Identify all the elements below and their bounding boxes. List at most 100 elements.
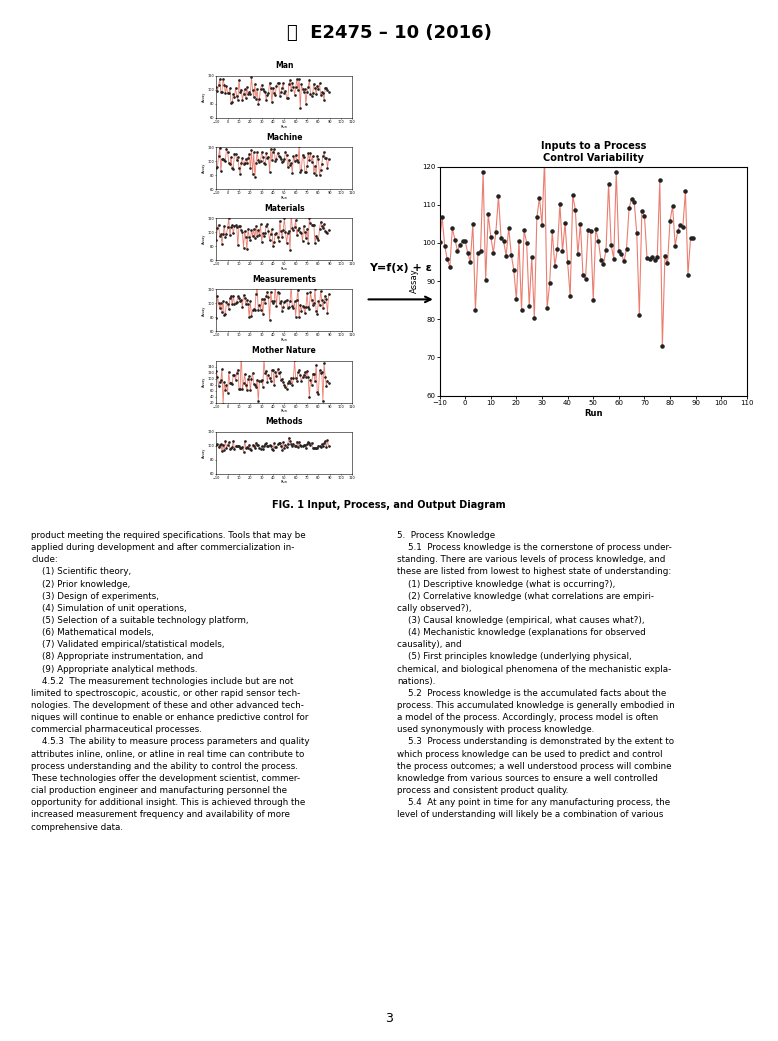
Point: [237, 286, 250, 303]
Point: [265, 221, 278, 237]
Point: [285, 155, 297, 172]
Point: [304, 283, 317, 300]
Text: Mother Nature: Mother Nature: [253, 346, 316, 355]
Point: [299, 363, 311, 380]
Point: [242, 371, 254, 387]
Point: [261, 437, 274, 454]
Point: [223, 301, 235, 318]
Point: [318, 434, 331, 451]
Point: [443, 258, 456, 275]
Point: [513, 232, 525, 249]
Point: [318, 144, 331, 160]
X-axis label: Run: Run: [281, 125, 288, 129]
Point: [674, 217, 686, 233]
Point: [253, 373, 265, 389]
Point: [270, 367, 282, 384]
Point: [267, 144, 279, 160]
Point: [218, 441, 230, 458]
Point: [250, 286, 262, 303]
Point: [250, 218, 262, 234]
Point: [679, 183, 692, 200]
Point: [280, 90, 293, 106]
Point: [294, 224, 307, 240]
Point: [600, 242, 612, 258]
Point: [279, 83, 292, 100]
Point: [258, 438, 270, 455]
Point: [618, 253, 630, 270]
Point: [264, 163, 276, 180]
Point: [277, 374, 289, 390]
Point: [259, 436, 272, 453]
Point: [302, 299, 314, 315]
Point: [269, 86, 282, 103]
Point: [243, 229, 255, 246]
Point: [282, 300, 294, 316]
Point: [282, 76, 295, 93]
Point: [224, 227, 237, 244]
Point: [262, 223, 275, 239]
Point: [277, 222, 289, 238]
Point: [261, 86, 274, 103]
Point: [257, 378, 269, 395]
Point: [559, 214, 571, 231]
Point: [243, 367, 255, 384]
Point: [224, 156, 237, 173]
Point: [310, 228, 322, 245]
Point: [243, 83, 255, 100]
Point: [310, 303, 322, 320]
Point: [247, 221, 260, 237]
Point: [225, 287, 237, 304]
Point: [297, 149, 310, 166]
Point: [240, 154, 253, 171]
Point: [312, 232, 324, 249]
Point: [311, 383, 324, 400]
Point: [279, 294, 291, 310]
Point: [279, 293, 292, 309]
Point: [305, 291, 317, 308]
Point: [441, 251, 454, 268]
Point: [314, 75, 326, 92]
Point: [255, 290, 268, 307]
Point: [316, 155, 328, 172]
Point: [213, 141, 226, 157]
Point: [439, 237, 451, 254]
Point: [272, 435, 285, 452]
Point: [243, 309, 255, 326]
Point: [316, 435, 328, 452]
Point: [293, 138, 305, 155]
Point: [293, 71, 305, 87]
Point: [237, 150, 249, 167]
Text: product meeting the required specifications. Tools that may be
applied during de: product meeting the required specificati…: [31, 531, 310, 832]
Point: [533, 189, 545, 206]
Point: [212, 77, 225, 94]
Point: [264, 370, 276, 386]
Point: [289, 212, 302, 229]
Point: [322, 375, 335, 391]
Point: [274, 149, 286, 166]
Point: [252, 392, 265, 409]
Point: [307, 148, 319, 164]
Point: [321, 373, 334, 389]
Point: [233, 381, 245, 398]
Point: [297, 437, 310, 454]
Point: [251, 228, 263, 245]
Point: [295, 437, 307, 454]
Point: [485, 228, 497, 245]
Point: [247, 90, 260, 106]
Point: [225, 219, 237, 235]
Point: [314, 167, 326, 183]
X-axis label: Run: Run: [281, 409, 288, 413]
Point: [240, 439, 252, 456]
Y-axis label: Assay: Assay: [202, 92, 206, 102]
Point: [301, 435, 314, 452]
Point: [277, 153, 289, 170]
Point: [492, 188, 505, 205]
Point: [220, 377, 233, 393]
Point: [264, 437, 276, 454]
Point: [217, 396, 230, 412]
Point: [245, 371, 258, 387]
Point: [235, 345, 247, 361]
Point: [296, 81, 309, 98]
Point: [292, 222, 304, 238]
Point: [217, 71, 230, 87]
